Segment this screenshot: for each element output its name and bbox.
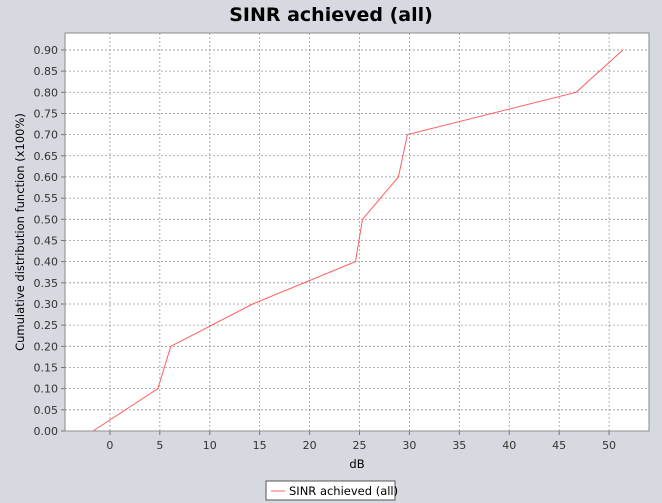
y-tick-label: 0.70 — [34, 129, 59, 142]
y-tick-label: 0.05 — [34, 404, 59, 417]
x-tick-label: 45 — [552, 439, 566, 452]
series-line — [92, 49, 624, 432]
y-tick-label: 0.90 — [34, 44, 59, 57]
y-tick-label: 0.60 — [34, 171, 59, 184]
y-axis-ticks: 0.00 0.05 0.10 0.15 0.20 0.25 0.30 0.35 0.40 0.45… — [34, 44, 65, 438]
y-tick-label: 0.65 — [34, 150, 59, 163]
y-tick-label: 0.50 — [34, 213, 59, 226]
y-tick-label: 0.55 — [34, 192, 59, 205]
x-tick-label: 35 — [452, 439, 466, 452]
x-tick-label: 15 — [253, 439, 267, 452]
x-axis-label: dB — [349, 457, 364, 471]
x-tick-label: 40 — [502, 439, 516, 452]
x-tick-label: 20 — [303, 439, 317, 452]
x-axis-ticks: 0 5 10 15 20 25 30 35 40 45 50 — [106, 431, 616, 452]
y-tick-label: 0.10 — [34, 383, 59, 396]
legend: SINR achieved (all) — [265, 480, 398, 501]
x-tick-label: 5 — [156, 439, 163, 452]
y-axis-label: Cumulative distribution function (x100%) — [13, 113, 27, 351]
y-tick-label: 0.45 — [34, 234, 59, 247]
x-tick-label: 30 — [402, 439, 416, 452]
y-tick-label: 0.85 — [34, 65, 59, 78]
x-tick-label: 25 — [352, 439, 366, 452]
series-layer — [92, 49, 624, 432]
y-tick-label: 0.40 — [34, 256, 59, 269]
y-tick-label: 0.75 — [34, 107, 59, 120]
plot-area — [64, 32, 650, 432]
y-tick-label: 0.15 — [34, 361, 59, 374]
x-tick-label: 50 — [602, 439, 616, 452]
legend-label: SINR achieved (all) — [289, 484, 398, 498]
chart-title: SINR achieved (all) — [229, 4, 433, 26]
y-tick-label: 0.00 — [34, 425, 59, 438]
y-tick-label: 0.30 — [34, 298, 59, 311]
legend-box — [265, 480, 396, 501]
grid-lines — [65, 33, 649, 432]
y-tick-label: 0.20 — [34, 340, 59, 353]
x-tick-label: 0 — [106, 439, 113, 452]
y-tick-label: 0.25 — [34, 319, 59, 332]
y-tick-label: 0.35 — [34, 277, 59, 290]
y-tick-label: 0.80 — [34, 86, 59, 99]
x-tick-label: 10 — [203, 439, 217, 452]
